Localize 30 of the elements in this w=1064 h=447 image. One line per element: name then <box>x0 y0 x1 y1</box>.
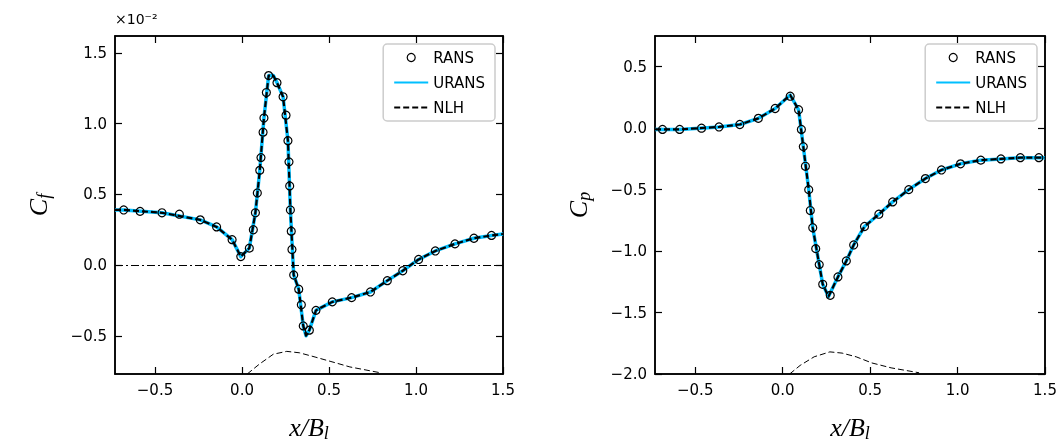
text: ×10⁻² <box>115 11 158 27</box>
y-tick-label: −1.0 <box>610 242 647 261</box>
y-tick-label: −2.0 <box>610 365 647 383</box>
legend-label: RANS <box>433 48 475 67</box>
x-tick-label: 1.5 <box>1033 380 1057 399</box>
legend-label: URANS <box>975 73 1027 92</box>
x-tick-label: −0.5 <box>136 380 174 399</box>
y-tick-label: −0.5 <box>610 180 647 199</box>
x-tick-label: 0.5 <box>317 380 341 399</box>
y-tick-label: 0.5 <box>83 185 107 204</box>
x-tick-label: 1.0 <box>945 380 970 399</box>
y-tick-label: 0.5 <box>623 57 647 76</box>
y-tick-label: 0.0 <box>623 119 647 138</box>
x-tick-label: 1.0 <box>404 380 428 399</box>
x-tick-label: −0.5 <box>677 380 714 399</box>
y-axis-title: Cf <box>23 190 54 217</box>
y-tick-label: −1.5 <box>610 303 647 322</box>
y-tick-label: −0.5 <box>70 326 107 345</box>
legend-label: URANS <box>433 73 485 92</box>
legend-label: NLH <box>975 98 1007 117</box>
y-tick-label: 0.0 <box>83 256 107 275</box>
legend-label: NLH <box>433 98 465 117</box>
x-tick-label: 0.0 <box>770 380 795 399</box>
x-tick-label: 0.5 <box>858 380 883 399</box>
y-axis-title: Cp <box>563 191 594 219</box>
x-tick-label: 0.0 <box>230 380 254 399</box>
legend-label: RANS <box>975 48 1017 67</box>
y-tick-label: 1.5 <box>83 43 107 62</box>
x-tick-label: 1.5 <box>491 380 515 399</box>
y-tick-label: 1.0 <box>83 114 107 133</box>
